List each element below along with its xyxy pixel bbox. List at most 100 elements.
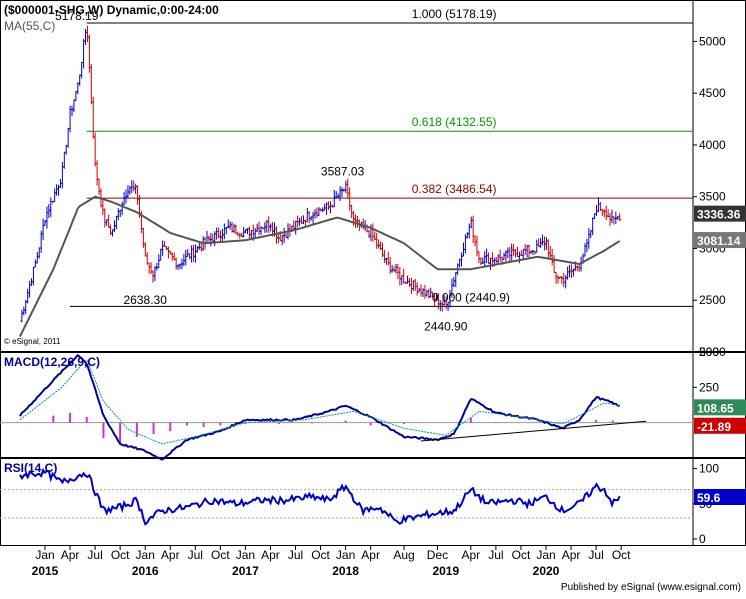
x-year-label: 2020 [533,564,560,578]
x-tick-label: Apr [261,548,280,562]
x-year-label: 2015 [32,564,59,578]
fib-level-label: 0.618 (4132.55) [412,115,497,129]
macd-histogram-bar [469,417,472,423]
panel-frames [0,0,746,546]
rsi-y-tick-label: 0 [699,532,706,546]
rsi-frame [0,458,746,546]
rsi-panel [19,467,621,526]
macd-histogram-bar [169,422,172,432]
price-panel [19,25,622,337]
x-tick-label: Oct [311,548,330,562]
x-tick-label: Jul [188,548,203,562]
price-y-tick-label: 4500 [699,86,726,100]
x-tick-label: Apr [562,548,581,562]
macd-last-value: -21.89 [697,420,731,434]
esignal-watermark: © eSignal, 2011 [4,337,61,346]
macd-histogram-bar [52,415,55,423]
x-tick-label: Jul [288,548,303,562]
x-tick-label: Jul [488,548,503,562]
x-tick-label: Jul [87,548,102,562]
x-tick-label: Jul [588,548,603,562]
x-tick-label: Apr [61,548,80,562]
fib-level-label: 0.000 (2440.9) [432,290,510,304]
macd-last-value-box [694,399,746,416]
macd-histogram-bar [369,422,372,426]
rsi-line [19,467,621,526]
fib-level-label: 0.382 (3486.54) [412,182,497,196]
price-last-value-box [694,205,746,222]
x-tick-label: Jan [136,548,155,562]
macd-signal-line [19,359,620,445]
x-tick-label: Oct [512,548,531,562]
price-frame [0,0,746,352]
macd-histogram-bar [277,422,280,425]
x-year-label: 2019 [432,564,459,578]
x-tick-label: Jan [35,548,54,562]
rsi-title: RSI(14,C) [4,461,57,475]
price-y-tick-label: 4000 [699,138,726,152]
reference-lines [0,22,693,519]
x-year-label: 2016 [132,564,159,578]
price-annotation: 5178.19 [55,9,99,23]
macd-histogram-bar [344,420,347,423]
macd-histogram-bar [185,422,188,426]
x-tick-label: Apr [161,548,180,562]
macd-histogram-bar [219,422,222,426]
chart-title: ($000001-SHG,W) Dynamic,0:00-24:00 [4,3,219,17]
macd-histogram-bar [202,422,205,427]
macd-histogram-bar [102,422,105,439]
macd-title: MACD(12,26,9,C) [4,355,100,369]
ma-legend: MA(55,C) [4,19,55,33]
macd-last-value-box [694,417,746,434]
price-last-value-box [694,232,746,249]
x-tick-label: Jan [336,548,355,562]
price-y-tick-label: 2500 [699,293,726,307]
price-y-tick-label: 5000 [699,34,726,48]
macd-histogram-bar [152,422,155,434]
macd-y-tick-label: 500 [699,345,719,359]
macd-histogram-bar [494,421,497,423]
macd-histogram-bar [119,422,122,444]
macd-line [19,353,621,461]
x-tick-label: Aug [393,548,414,562]
x-tick-label: Dec [427,548,448,562]
price-y-tick-label: 2000 [699,345,726,359]
price-annotation: 2638.30 [124,293,168,307]
macd-trendline [420,420,647,442]
macd-histogram-bar [311,422,314,424]
x-tick-label: Oct [211,548,230,562]
x-year-label: 2018 [332,564,359,578]
rsi-last-value-box [694,489,746,506]
labels: 1.000 (5178.19) 0.618 (4132.55) 0.382 (348… [4,3,746,593]
macd-last-value: 108.65 [697,401,734,415]
fib-level-label: 1.000 (5178.19) [412,7,497,21]
macd-panel [19,353,647,461]
macd-histogram-bar [403,422,406,425]
macd-histogram-bar [611,420,614,423]
x-tick-label: Apr [361,548,380,562]
x-tick-label: Oct [612,548,631,562]
x-tick-label: Apr [462,548,481,562]
x-tick-label: Oct [111,548,130,562]
macd-y-tick-label: 250 [699,380,719,394]
macd-histogram-bar [85,417,88,423]
price-annotation: 3587.03 [321,165,365,179]
macd-histogram-bar [595,419,598,423]
ma-line [19,195,621,337]
price-last-value: 3081.14 [697,234,741,248]
price-annotation: 2440.90 [424,319,468,333]
price-last-value: 3336.36 [697,208,741,222]
x-tick-label: Jan [236,548,255,562]
rsi-last-value: 59.6 [697,491,721,505]
macd-histogram-bar [135,422,138,437]
macd-histogram-bar [244,422,247,425]
x-year-label: 2017 [232,564,259,578]
macd-histogram-bar [69,412,72,423]
price-y-tick-label: 3500 [699,190,726,204]
published-by: Published by eSignal (www.esignal.com) [561,582,741,593]
rsi-y-tick-label: 100 [699,462,719,476]
x-tick-label: Jan [536,548,555,562]
macd-frame [0,352,746,458]
